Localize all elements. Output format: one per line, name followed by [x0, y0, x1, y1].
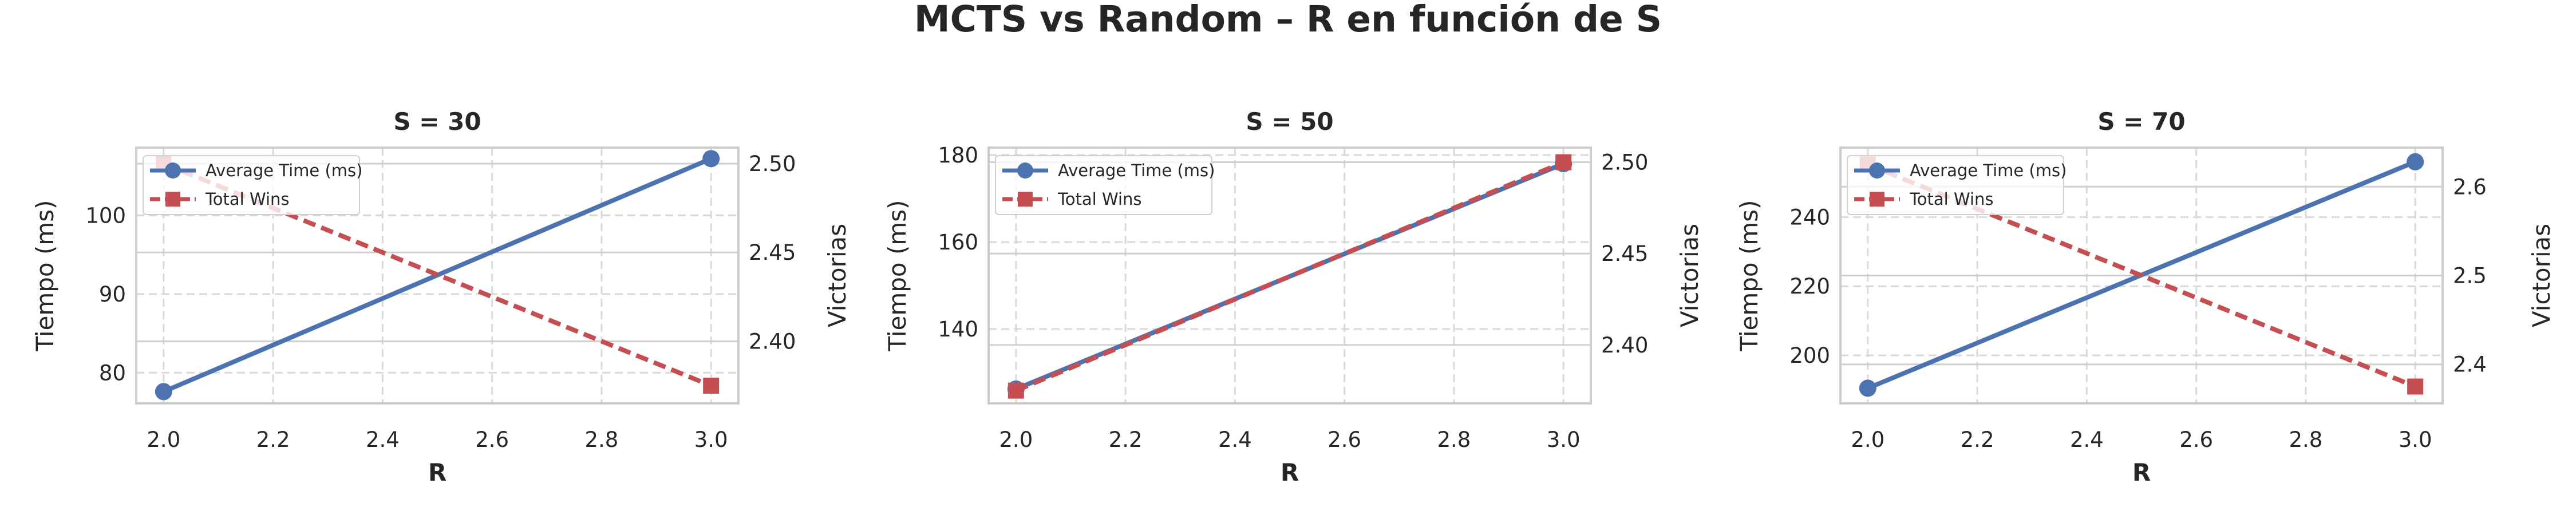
plot-frame [1839, 146, 2444, 405]
legend: Average Time (ms) Total Wins [995, 155, 1215, 215]
data-point-total-wins [2407, 378, 2424, 395]
y2-tick-label: 2.40 [749, 329, 796, 354]
data-point-total-wins [1555, 154, 1572, 171]
legend-box [1847, 155, 2064, 215]
legend: Average Time (ms) Total Wins [143, 155, 362, 215]
legend-label: Total Wins [205, 189, 290, 209]
y2-tick-label: 2.5 [2453, 264, 2487, 288]
y-axis-label: Tiempo (ms) [1735, 200, 1763, 351]
x-tick-label: 2.0 [147, 427, 180, 452]
x-tick-label: 2.8 [2289, 427, 2322, 452]
legend-marker-circle [1869, 163, 1885, 179]
y2-tick-label: 2.4 [2453, 352, 2487, 377]
subplots-container: 2.0 2.2 2.4 2.6 2.8 3.0 80 90 100 2.40 2.45 2.50 S =… [31, 108, 2555, 486]
x-axis-label: R [2132, 458, 2151, 486]
legend-box [143, 155, 360, 215]
series-line-total-wins [1015, 160, 1564, 393]
subplot-title: S = 70 [2097, 108, 2185, 136]
x-tick-label: 3.0 [2399, 427, 2432, 452]
y-tick-label: 90 [99, 282, 126, 307]
legend-label: Average Time (ms) [206, 161, 362, 180]
y-tick-label: 180 [938, 143, 978, 168]
data-point-average-time [702, 150, 720, 168]
y2-tick-label: 2.45 [1601, 241, 1648, 266]
subplot-title: S = 30 [393, 108, 481, 136]
x-axis-label: R [428, 458, 447, 486]
y-axis-label: Tiempo (ms) [31, 200, 59, 351]
legend-marker-square [1870, 192, 1884, 207]
legend: Average Time (ms) Total Wins [1847, 155, 2067, 215]
y2-tick-label: 2.45 [749, 240, 796, 265]
data-point-average-time [2407, 153, 2424, 171]
legend-marker-circle [165, 163, 181, 179]
legend-label: Average Time (ms) [1058, 161, 1215, 180]
legend-marker-circle [1017, 163, 1033, 179]
x-tick-label: 2.0 [999, 427, 1033, 452]
y2-axis-label: Victorias [823, 224, 851, 327]
x-tick-label: 2.6 [1327, 427, 1361, 452]
x-tick-label: 2.2 [1961, 427, 1994, 452]
y2-tick-label: 2.40 [1601, 333, 1648, 358]
subplot-1: 2.0 2.2 2.4 2.6 2.8 3.0 80 90 100 2.40 2.45 2.50 S =… [31, 108, 851, 486]
subplot-2: 2.0 2.2 2.4 2.6 2.8 3.0 140 160 180 2.40 2.45 2.50 S… [883, 108, 1704, 486]
x-tick-label: 2.8 [1437, 427, 1471, 452]
y2-axis-label: Victorias [2527, 224, 2555, 327]
y-tick-label: 200 [1789, 343, 1830, 368]
legend-marker-square [1018, 192, 1033, 207]
y2-axis-label: Victorias [1676, 224, 1704, 327]
plot-frame [135, 146, 740, 405]
x-axis-label: R [1281, 458, 1299, 486]
plot-frame [987, 146, 1592, 405]
x-tick-label: 2.2 [1109, 427, 1143, 452]
legend-label: Average Time (ms) [1910, 161, 2067, 180]
x-tick-label: 3.0 [694, 427, 728, 452]
y-tick-label: 220 [1789, 274, 1830, 299]
x-tick-label: 2.4 [1218, 427, 1252, 452]
y2-tick-label: 2.6 [2453, 175, 2487, 199]
subplot-title: S = 50 [1246, 108, 1333, 136]
x-tick-label: 2.0 [1851, 427, 1884, 452]
y-axis-label: Tiempo (ms) [883, 200, 911, 351]
y-tick-label: 240 [1789, 205, 1830, 229]
y-tick-label: 100 [85, 203, 126, 228]
y-tick-label: 80 [99, 360, 126, 385]
x-tick-label: 2.8 [584, 427, 618, 452]
legend-marker-square [165, 192, 180, 207]
x-tick-label: 3.0 [1547, 427, 1581, 452]
legend-label: Total Wins [1057, 189, 1142, 209]
x-tick-label: 2.4 [2070, 427, 2104, 452]
y2-tick-label: 2.50 [749, 152, 796, 176]
y-tick-label: 160 [938, 230, 978, 255]
data-point-total-wins [1008, 382, 1024, 399]
figure-title: MCTS vs Random – R en función de S [914, 0, 1662, 40]
legend-label: Total Wins [1909, 189, 1994, 209]
x-tick-label: 2.4 [366, 427, 400, 452]
data-point-average-time [1859, 379, 1876, 397]
x-tick-label: 2.2 [256, 427, 290, 452]
subplot-3: 2.0 2.2 2.4 2.6 2.8 3.0 200 220 240 2.4 2.5 2.6 S = … [1735, 108, 2555, 486]
data-point-total-wins [703, 377, 720, 394]
y2-tick-label: 2.50 [1601, 150, 1648, 175]
x-tick-label: 2.6 [475, 427, 509, 452]
x-tick-label: 2.6 [2179, 427, 2213, 452]
y-tick-label: 140 [938, 317, 978, 342]
legend-box [995, 155, 1212, 215]
data-point-average-time [155, 383, 172, 401]
